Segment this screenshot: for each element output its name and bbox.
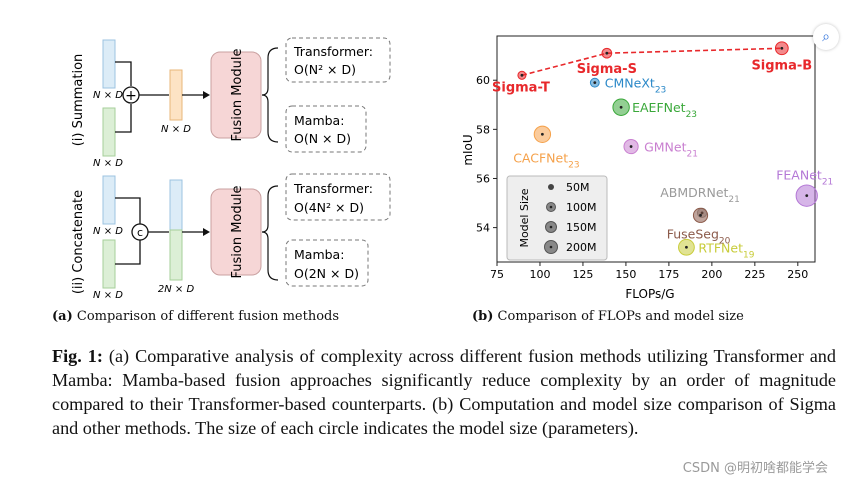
legend-item: 50M: [566, 181, 590, 194]
x-tick-label: 250: [787, 268, 808, 281]
legend-item: 150M: [566, 221, 597, 234]
legend-item: 200M: [566, 241, 597, 254]
subcaption-b: (b) Comparison of FLOPs and model size: [472, 309, 744, 324]
data-point-center: [540, 132, 544, 136]
token-label: N × D: [161, 124, 191, 135]
point-label: FuseSeg20: [667, 226, 731, 246]
data-point-center: [780, 46, 784, 50]
figure-caption-text: (a) Comparative analysis of complexity a…: [52, 346, 836, 438]
complexity-box-transformer-sum: [285, 37, 391, 83]
complexity-box-transformer-concat: [285, 173, 391, 221]
input-block-x: [102, 107, 116, 157]
point-label: FEANet21: [776, 168, 833, 188]
x-tick-label: 200: [701, 268, 722, 281]
point-label: EAEFNet23: [632, 100, 697, 120]
box-formula: O(4N² × D): [294, 200, 364, 215]
point-label: Sigma-B: [751, 58, 812, 73]
y-tick-label: 60: [476, 74, 490, 87]
input-block-x: [102, 239, 116, 289]
box-formula: O(N × D): [294, 131, 351, 146]
y-axis-label: mIoU: [461, 134, 475, 165]
complexity-box-mamba-sum: [285, 105, 367, 153]
input-block-rgb: [102, 39, 116, 89]
fusion-diagram: (i) Summation (ii) Concatenate N × D N ×…: [71, 37, 391, 300]
point-label: Sigma-T: [492, 80, 550, 95]
token-label: N × D: [93, 290, 123, 300]
subcaption-b-text: Comparison of FLOPs and model size: [497, 309, 744, 324]
y-tick-label: 56: [476, 172, 490, 185]
subcaption-b-label: (b): [472, 309, 494, 324]
subcaption-a-text: Comparison of different fusion methods: [76, 309, 340, 324]
point-label: ABMDRNet21: [660, 185, 740, 205]
legend-title: Model Size: [518, 188, 531, 247]
token-label: N × D: [93, 158, 123, 169]
data-point-center: [629, 145, 633, 148]
x-axis-label: FLOPs/G: [625, 287, 674, 300]
legend-marker: [548, 184, 554, 190]
point-label: CACFNet23: [513, 150, 579, 170]
data-point-center: [685, 245, 688, 249]
fusion-module-sum: [210, 51, 262, 139]
box-title: Mamba:: [294, 247, 344, 262]
fusion-module-label: Fusion Module: [230, 186, 245, 279]
fused-block-concat-top: [169, 179, 183, 231]
y-tick-label: 58: [476, 123, 490, 136]
x-tick-label: 225: [744, 268, 765, 281]
x-tick-label: 100: [529, 268, 550, 281]
token-label: N × D: [93, 90, 123, 101]
legend-item: 100M: [566, 201, 597, 214]
x-tick-label: 75: [490, 268, 504, 281]
data-point-center: [593, 81, 597, 85]
fused-block-sum: [169, 69, 183, 121]
box-title: Mamba:: [294, 113, 344, 128]
y-tick-label: 54: [476, 222, 490, 235]
fusion-module-concat: [210, 188, 262, 276]
input-block-rgb: [102, 175, 116, 225]
fused-block-concat-bottom: [169, 229, 183, 281]
box-formula: O(2N × D): [294, 266, 359, 281]
subcaption-a-label: (a): [52, 309, 73, 324]
flops-scatter-chart: 75 100 125 150 175 200 225 250 54 56 58 60 Sigma-T S…: [461, 35, 833, 300]
sum-symbol: +: [125, 88, 137, 104]
concat-symbol: c: [137, 226, 143, 239]
chart-legend: Model Size 50M 100M 150M 200M: [506, 175, 608, 261]
data-point-center: [520, 73, 524, 77]
x-tick-label: 125: [572, 268, 593, 281]
point-label: RTFNet19: [698, 240, 754, 260]
point-label: Sigma-S: [577, 62, 637, 77]
x-tick-label: 175: [658, 268, 679, 281]
subcaption-a: (a) Comparison of different fusion metho…: [52, 309, 339, 324]
row-label-concatenate: (ii) Concatenate: [71, 190, 86, 294]
data-point-center: [699, 213, 702, 217]
x-tick-label: 150: [615, 268, 636, 281]
image-search-icon[interactable]: ⌕: [813, 24, 839, 50]
complexity-box-mamba-concat: [285, 239, 369, 287]
data-point-center: [605, 51, 609, 55]
fusion-module-label: Fusion Module: [230, 49, 245, 142]
figure-label: Fig. 1:: [52, 346, 103, 366]
row-label-summation: (i) Summation: [71, 54, 86, 147]
watermark: CSDN @明初啥都能学会: [682, 461, 828, 476]
box-formula: O(N² × D): [294, 62, 356, 77]
figure-caption: Fig. 1: (a) Comparative analysis of comp…: [52, 344, 836, 440]
box-title: Transformer:: [293, 44, 373, 59]
token-label-2n: 2N × D: [158, 284, 195, 295]
token-label: N × D: [93, 226, 123, 237]
data-point-center: [805, 194, 809, 198]
box-title: Transformer:: [293, 181, 373, 196]
point-label: CMNeXt23: [605, 76, 666, 96]
data-point-center: [619, 105, 623, 109]
point-label: GMNet21: [644, 140, 698, 160]
sigma-trend-line: [521, 47, 782, 77]
